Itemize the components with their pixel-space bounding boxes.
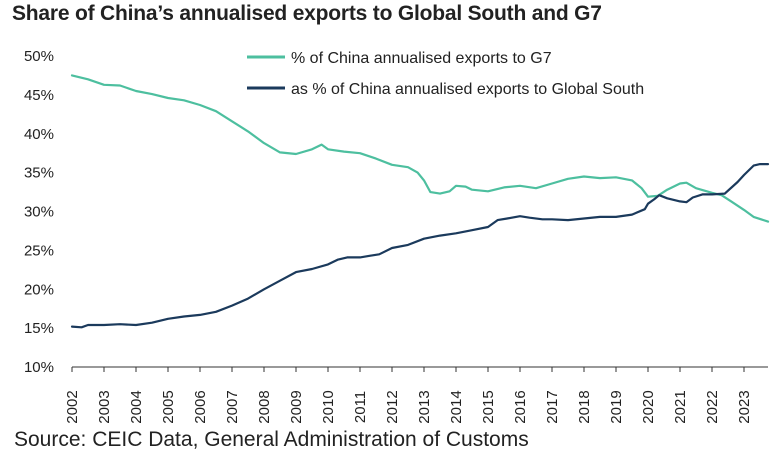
legend-label-1: % of China annualised exports to G7 — [291, 50, 552, 67]
x-tick-label: 2014 — [448, 390, 465, 423]
x-tick-label: 2018 — [576, 390, 593, 423]
x-tick-label: 2010 — [320, 390, 337, 423]
series-layer — [70, 74, 770, 329]
x-tick-label: 2016 — [512, 390, 529, 423]
x-tick-label: 2013 — [416, 390, 433, 423]
legend: % of China annualised exports to G7 as % … — [247, 50, 644, 98]
x-tick-label: 2019 — [608, 390, 625, 423]
source-note: Source: CEIC Data, General Administratio… — [14, 428, 529, 451]
x-tick-label: 2005 — [160, 390, 177, 423]
x-tick-label: 2020 — [640, 390, 657, 423]
y-tick-label: 20% — [24, 281, 54, 298]
x-tick-label: 2004 — [128, 390, 145, 423]
chart-title: Share of China’s annualised exports to G… — [12, 2, 602, 25]
y-tick-label: 15% — [24, 320, 54, 337]
y-tick-label: 40% — [24, 126, 54, 143]
x-tick-label: 2021 — [672, 390, 689, 423]
x-tick-label: 2003 — [96, 390, 113, 423]
y-tick-label: 30% — [24, 204, 54, 221]
x-tick-label: 2023 — [736, 390, 753, 423]
y-tick-label: 45% — [24, 87, 54, 104]
x-tick-label: 2015 — [480, 390, 497, 423]
x-tick-label: 2008 — [256, 390, 273, 423]
y-axis: 10% 15% 20% 25% 30% 35% 40% 45% 50% — [24, 48, 54, 376]
x-tick-label: 2009 — [288, 390, 305, 423]
x-tick-label: 2006 — [192, 390, 209, 423]
series-line-1 — [70, 74, 770, 223]
y-tick-label: 25% — [24, 242, 54, 259]
x-tick-label: 2022 — [704, 390, 721, 423]
y-tick-label: 35% — [24, 165, 54, 182]
y-tick-label: 10% — [24, 359, 54, 376]
series-line-2 — [70, 163, 770, 329]
x-axis: 2002 2003 2004 2005 2006 2007 2008 2009 2010 2011… — [64, 366, 768, 424]
x-tick-label: 2007 — [224, 390, 241, 423]
x-tick-label: 2002 — [64, 390, 81, 423]
y-tick-label: 50% — [24, 48, 54, 65]
x-tick-label: 2012 — [384, 390, 401, 423]
legend-label-2: as % of China annualised exports to Glob… — [291, 81, 644, 98]
x-tick-label: 2011 — [352, 391, 369, 423]
x-tick-label: 2017 — [544, 390, 561, 423]
